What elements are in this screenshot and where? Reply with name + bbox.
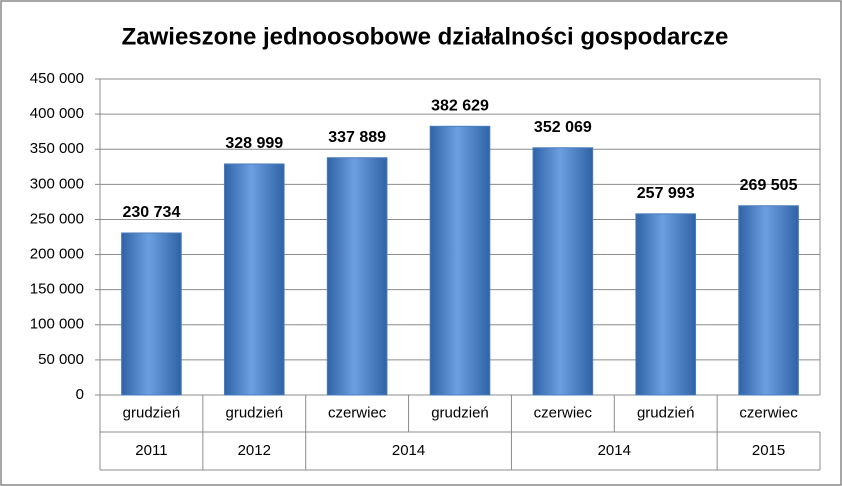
x-tick-label: grudzień [637, 404, 695, 421]
value-label: 269 505 [740, 177, 798, 194]
value-label: 328 999 [225, 135, 283, 152]
y-tick-label: 0 [76, 386, 84, 403]
value-label: 257 993 [637, 185, 695, 202]
x-tick-label: grudzień [431, 404, 489, 421]
value-label: 352 069 [534, 119, 592, 136]
group-label: 2011 [135, 442, 167, 459]
bar [429, 125, 491, 396]
y-tick-label: 300 000 [30, 175, 84, 192]
bar [532, 147, 594, 396]
x-tick-label: czerwiec [328, 404, 387, 421]
y-tick-label: 350 000 [30, 140, 84, 157]
value-label: 382 629 [431, 98, 489, 115]
bar [635, 213, 697, 396]
value-label: 337 889 [328, 129, 386, 146]
group-label: 2015 [752, 442, 785, 459]
y-tick-label: 400 000 [30, 105, 84, 122]
y-tick-label: 150 000 [30, 281, 84, 298]
value-label: 230 734 [123, 204, 181, 221]
y-tick-label: 50 000 [38, 351, 84, 368]
group-label: 2014 [392, 442, 425, 459]
bar [121, 232, 182, 396]
bar [326, 157, 388, 396]
group-label: 2014 [598, 442, 631, 459]
bar [223, 163, 285, 396]
y-tick-label: 200 000 [30, 246, 84, 263]
x-tick-label: czerwiec [739, 404, 798, 421]
chart-title: Zawieszone jednoosobowe działalności gos… [122, 23, 729, 50]
y-tick-label: 250 000 [30, 210, 84, 227]
y-tick-label: 450 000 [30, 70, 84, 87]
x-tick-label: grudzień [226, 404, 284, 421]
group-label: 2012 [238, 442, 271, 459]
x-tick-label: czerwiec [534, 404, 593, 421]
y-tick-label: 100 000 [30, 316, 84, 333]
x-tick-label: grudzień [123, 404, 181, 421]
bar [738, 205, 799, 396]
